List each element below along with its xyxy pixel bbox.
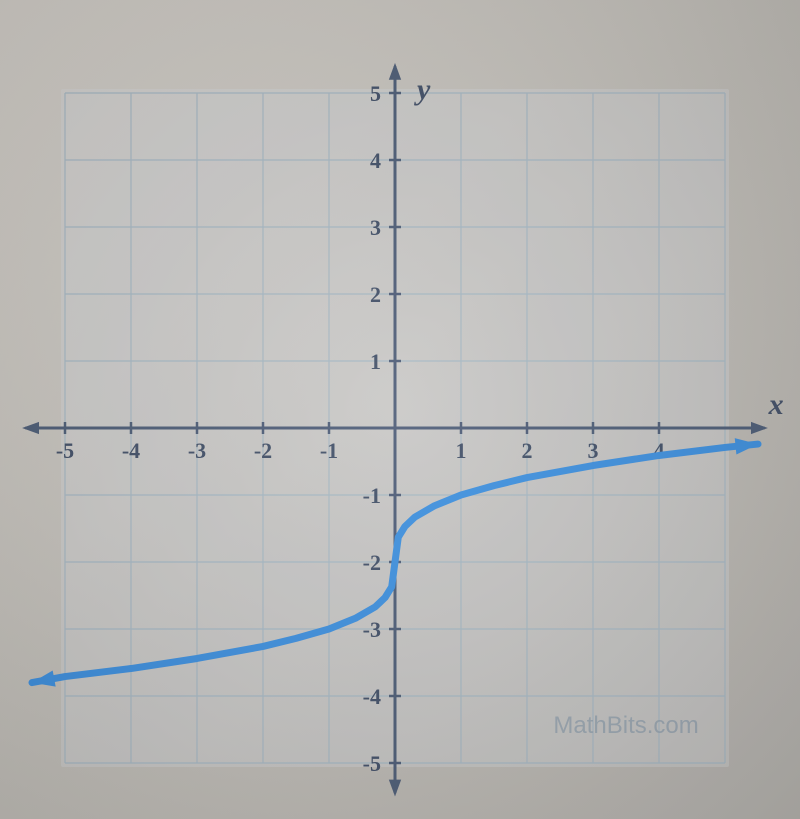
svg-text:1: 1 [370,349,381,374]
svg-text:y: y [414,73,431,106]
svg-text:-3: -3 [188,438,206,463]
svg-text:-5: -5 [56,438,74,463]
svg-text:-3: -3 [363,617,381,642]
chart-photo-surface: -5-4-3-2-11234-5-4-3-2-112345yxMathBits.… [0,0,800,819]
svg-text:-4: -4 [122,438,140,463]
svg-text:-5: -5 [363,751,381,776]
svg-text:-1: -1 [320,438,338,463]
svg-text:2: 2 [370,282,381,307]
svg-text:3: 3 [370,215,381,240]
svg-text:-4: -4 [363,684,381,709]
svg-text:4: 4 [370,148,381,173]
svg-text:x: x [768,388,784,421]
svg-text:-2: -2 [363,550,381,575]
svg-text:2: 2 [522,438,533,463]
coordinate-chart: -5-4-3-2-11234-5-4-3-2-112345yxMathBits.… [0,0,800,819]
svg-text:1: 1 [456,438,467,463]
svg-text:3: 3 [588,438,599,463]
svg-text:5: 5 [370,81,381,106]
svg-text:MathBits.com: MathBits.com [553,712,698,739]
svg-text:-2: -2 [254,438,272,463]
svg-text:-1: -1 [363,483,381,508]
